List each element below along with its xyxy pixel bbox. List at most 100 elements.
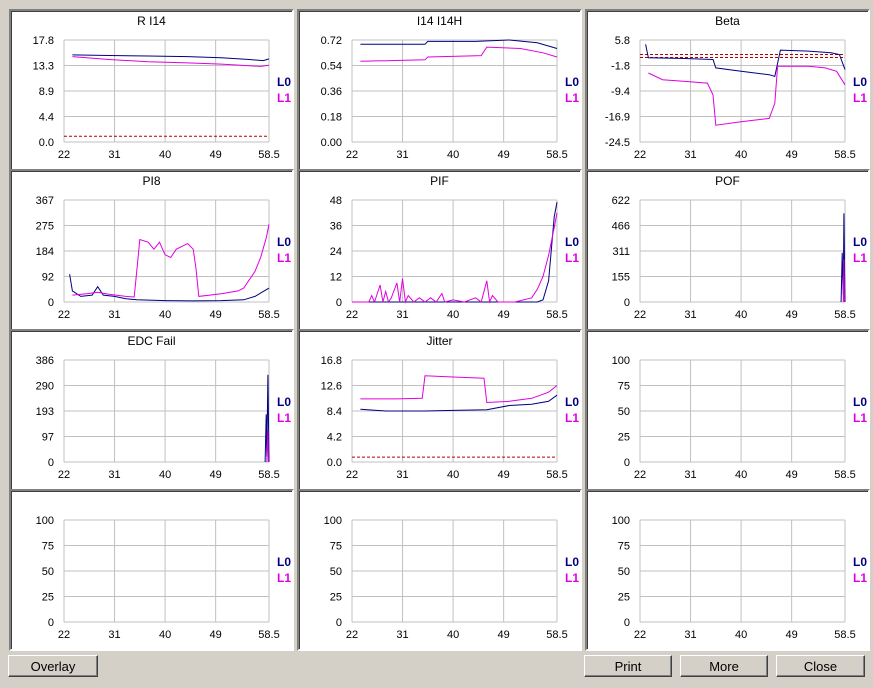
y-tick-label: 75	[330, 541, 342, 553]
y-tick-label: 0	[624, 617, 630, 629]
x-tick-label: 22	[58, 469, 70, 481]
x-tick-label: 22	[634, 309, 646, 321]
x-tick-label: 49	[498, 309, 510, 321]
chart-svg: I14 I14H 0.00 0.18 0.36 0.54 0.72 22 31 40 49 58.5…	[321, 14, 580, 161]
y-tick-label: 50	[330, 566, 342, 578]
y-tick-label: 193	[36, 406, 54, 418]
x-tick-label: 49	[498, 629, 510, 641]
x-tick-label: 22	[634, 149, 646, 161]
y-tick-label: 0.54	[321, 61, 342, 73]
chart-panel-empty-10: 0 25 50 75 100 22 31 40 49 58.5 L0 L1	[9, 489, 294, 651]
print-button[interactable]: Print	[584, 655, 672, 677]
chart-panel-pif: PIF 0 12 24 36 48 22 31 40 49 58.5 L0 L1	[297, 169, 582, 331]
series-line-l1	[72, 56, 270, 67]
y-tick-label: 16.8	[321, 355, 342, 367]
chart-panel-empty-11: 0 25 50 75 100 22 31 40 49 58.5 L0 L1	[297, 489, 582, 651]
chart-panel-empty-12: 0 25 50 75 100 22 31 40 49 58.5 L0 L1	[585, 489, 870, 651]
legend-l1: L1	[565, 571, 579, 585]
x-tick-label: 58.5	[834, 309, 855, 321]
chart-svg: PIF 0 12 24 36 48 22 31 40 49 58.5 L0 L1	[330, 174, 580, 321]
y-tick-label: 0.36	[321, 86, 342, 98]
legend-l1: L1	[565, 251, 579, 265]
x-tick-label: 22	[634, 629, 646, 641]
series-line-l0	[360, 39, 558, 49]
y-tick-label: 25	[618, 432, 630, 444]
y-tick-label: 311	[612, 246, 630, 258]
series-line-l0	[352, 202, 558, 303]
chart-title: EDC Fail	[127, 334, 175, 348]
y-tick-label: 0.0	[39, 137, 54, 149]
legend-l1: L1	[277, 251, 291, 265]
y-tick-label: 0	[336, 617, 342, 629]
close-button[interactable]: Close	[776, 655, 865, 677]
chart-panel-r-i14: R I14 0.0 4.4 8.9 13.3 17.8 22 31 40 49 58.5 L0 L1	[9, 9, 294, 171]
x-tick-label: 40	[447, 309, 459, 321]
y-tick-label: 25	[42, 592, 54, 604]
x-tick-label: 40	[159, 469, 171, 481]
legend-l1: L1	[853, 251, 867, 265]
legend-l0: L0	[277, 75, 291, 89]
x-tick-label: 31	[396, 309, 408, 321]
y-tick-label: 48	[330, 195, 342, 207]
more-button[interactable]: More	[680, 655, 768, 677]
chart-svg: R I14 0.0 4.4 8.9 13.3 17.8 22 31 40 49 58.5 L0 L1	[33, 14, 292, 161]
y-tick-label: 367	[36, 195, 54, 207]
x-tick-label: 40	[159, 149, 171, 161]
y-tick-label: 24	[330, 246, 342, 258]
y-tick-label: 92	[42, 272, 54, 284]
chart-panel-beta: Beta -24.5 -16.9 -9.4 -1.8 5.8 22 31 40 49 58.5 L0 L…	[585, 9, 870, 171]
x-tick-label: 31	[684, 629, 696, 641]
legend-l1: L1	[277, 571, 291, 585]
chart-svg: EDC Fail 0 97 193 290 386 22 31 40 49 58.5 L0 L1	[36, 334, 292, 481]
y-tick-label: 75	[42, 541, 54, 553]
x-tick-label: 58.5	[546, 629, 567, 641]
y-tick-label: 25	[330, 592, 342, 604]
series-line-l1	[360, 375, 558, 404]
y-tick-label: 25	[618, 592, 630, 604]
y-tick-label: -24.5	[605, 137, 630, 149]
legend-l1: L1	[277, 411, 291, 425]
legend-l0: L0	[853, 235, 867, 249]
x-tick-label: 31	[684, 149, 696, 161]
x-tick-label: 49	[498, 149, 510, 161]
x-tick-label: 49	[210, 629, 222, 641]
x-tick-label: 31	[396, 149, 408, 161]
x-tick-label: 40	[159, 309, 171, 321]
x-tick-label: 40	[159, 629, 171, 641]
x-tick-label: 58.5	[258, 629, 279, 641]
chart-panel-i14-i14h: I14 I14H 0.00 0.18 0.36 0.54 0.72 22 31 40 49 58.5…	[297, 9, 582, 171]
x-tick-label: 22	[346, 629, 358, 641]
series-line-l1	[266, 430, 269, 463]
y-tick-label: -16.9	[605, 112, 630, 124]
overlay-button[interactable]: Overlay	[8, 655, 98, 677]
x-tick-label: 31	[396, 469, 408, 481]
y-tick-label: 0.0	[327, 457, 342, 469]
x-tick-label: 40	[735, 469, 747, 481]
chart-svg: 0 25 50 75 100 22 31 40 49 58.5 L0 L1	[612, 355, 868, 481]
x-tick-label: 22	[346, 469, 358, 481]
y-tick-label: 36	[330, 221, 342, 233]
x-tick-label: 22	[58, 309, 70, 321]
x-tick-label: 40	[735, 149, 747, 161]
x-tick-label: 58.5	[258, 309, 279, 321]
x-tick-label: 58.5	[258, 469, 279, 481]
y-tick-label: 0.18	[321, 112, 342, 124]
legend-l0: L0	[853, 75, 867, 89]
x-tick-label: 22	[58, 149, 70, 161]
x-tick-label: 58.5	[546, 149, 567, 161]
chart-grid: R I14 0.0 4.4 8.9 13.3 17.8 22 31 40 49 58.5 L0 L1 I1…	[9, 9, 870, 651]
y-tick-label: 0.00	[321, 137, 342, 149]
x-tick-label: 58.5	[258, 149, 279, 161]
x-tick-label: 40	[447, 149, 459, 161]
series-line-l1	[648, 65, 846, 126]
chart-panel-jitter: Jitter 0.0 4.2 8.4 12.6 16.8 22 31 40 49 58.5 L0 L1	[297, 329, 582, 491]
legend-l1: L1	[565, 91, 579, 105]
y-tick-label: 17.8	[33, 35, 54, 47]
x-tick-label: 49	[786, 629, 798, 641]
x-tick-label: 58.5	[546, 469, 567, 481]
x-tick-label: 22	[58, 629, 70, 641]
chart-title: Beta	[715, 14, 740, 28]
series-line-l0	[645, 44, 846, 78]
y-tick-label: 184	[36, 246, 54, 258]
y-tick-label: 75	[618, 541, 630, 553]
